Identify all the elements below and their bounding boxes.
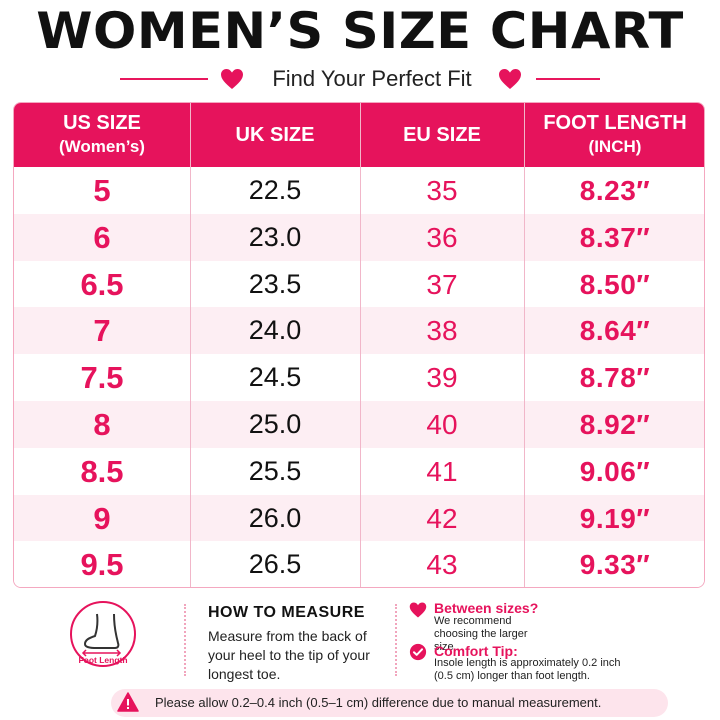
table-row: 6.5 23.5 37 8.50″	[14, 260, 704, 308]
dotted-divider	[395, 604, 397, 676]
heart-icon	[409, 602, 427, 618]
cell-ft: 8.64″	[579, 315, 651, 347]
table-row: 8.5 25.5 41 9.06″	[14, 447, 704, 495]
cell-us: 8	[93, 407, 111, 442]
header-us-sublabel: (Women’s)	[59, 137, 145, 156]
header-eu-size: EU SIZE	[360, 103, 524, 167]
warning-icon	[117, 692, 139, 712]
header-eu-label: EU SIZE	[403, 124, 481, 146]
column-divider	[360, 103, 361, 587]
cell-us: 7	[93, 313, 111, 349]
cell-ft: 8.92″	[579, 409, 651, 440]
cell-uk: 22.5	[248, 175, 302, 205]
foot-icon: Foot Length	[70, 601, 136, 667]
column-divider	[524, 103, 525, 587]
tip-title-between-sizes: Between sizes?	[434, 600, 539, 616]
cell-us: 5	[93, 173, 111, 208]
cell-ft: 8.37″	[579, 221, 651, 253]
table-row: 7.5 24.5 39 8.78″	[14, 354, 704, 402]
cell-eu: 37	[426, 268, 458, 300]
tip-text-comfort: Insole length is approximately 0.2 inch …	[434, 657, 621, 682]
cell-uk: 24.5	[248, 362, 302, 393]
page-title: WOMEN’S SIZE CHART	[36, 2, 684, 60]
subtitle: Find Your Perfect Fit	[272, 66, 472, 91]
table-row: 7 24.0 38 8.64″	[14, 307, 704, 355]
cell-ft: 8.23″	[579, 175, 651, 206]
divider-line-right	[536, 78, 600, 80]
header-us-size: US SIZE (Women’s)	[14, 103, 190, 167]
cell-us: 6	[93, 219, 111, 255]
cell-us: 6.5	[80, 266, 124, 302]
size-table: US SIZE (Women’s) UK SIZE EU SIZE FOOT L…	[13, 102, 705, 588]
cell-uk: 23.5	[248, 268, 302, 299]
table-row: 5 22.5 35 8.23″	[14, 167, 704, 214]
cell-uk: 24.0	[248, 315, 302, 346]
heart-icon	[499, 69, 521, 89]
cell-uk: 25.5	[248, 455, 302, 486]
dotted-divider	[184, 604, 186, 676]
header-ft-sublabel: (INCH)	[588, 137, 642, 156]
cell-eu: 36	[426, 221, 458, 253]
divider-line-left	[120, 78, 208, 80]
cell-eu: 39	[426, 362, 458, 394]
table-row: 9 26.0 42 9.19″	[14, 494, 704, 542]
cell-ft: 8.50″	[579, 268, 651, 300]
table-row: 8 25.0 40 8.92″	[14, 401, 704, 448]
cell-us: 9.5	[80, 547, 124, 583]
cell-us: 9	[93, 500, 111, 536]
header-foot-length: FOOT LENGTH (INCH)	[524, 103, 704, 167]
cell-eu: 40	[426, 409, 458, 440]
table-row: 9.5 26.5 43 9.33″	[14, 541, 704, 587]
header-uk-size: UK SIZE	[190, 103, 360, 167]
cell-eu: 35	[426, 175, 458, 206]
cell-eu: 41	[426, 455, 458, 487]
cell-ft: 9.33″	[579, 549, 651, 581]
cell-ft: 8.78″	[579, 362, 651, 394]
cell-uk: 23.0	[248, 221, 302, 252]
notice-text: Please allow 0.2–0.4 inch (0.5–1 cm) dif…	[155, 695, 602, 710]
table-header: US SIZE (Women’s) UK SIZE EU SIZE FOOT L…	[14, 103, 704, 167]
cell-eu: 43	[426, 549, 458, 581]
cell-uk: 26.0	[248, 502, 302, 533]
how-to-measure-title: HOW TO MEASURE	[208, 604, 365, 621]
measurement-notice: Please allow 0.2–0.4 inch (0.5–1 cm) dif…	[111, 689, 668, 717]
tip-title-comfort: Comfort Tip:	[434, 643, 518, 659]
tip-text-between-sizes: We recommend choosing the larger size.	[434, 615, 528, 653]
cell-us: 8.5	[80, 453, 124, 489]
cell-eu: 38	[426, 315, 458, 347]
cell-ft: 9.19″	[579, 502, 651, 534]
how-to-measure-text: Measure from the back of your heel to th…	[208, 628, 370, 682]
column-divider	[190, 103, 191, 587]
header-ft-label: FOOT LENGTH	[543, 112, 687, 134]
foot-length-label: Foot Length	[78, 655, 127, 665]
subtitle-row: Find Your Perfect Fit	[0, 64, 720, 94]
header-us-label: US SIZE	[63, 112, 141, 134]
cell-uk: 25.0	[248, 409, 302, 439]
cell-ft: 9.06″	[579, 455, 651, 487]
cell-us: 7.5	[80, 360, 124, 396]
cell-uk: 26.5	[248, 549, 302, 580]
cell-eu: 42	[426, 502, 458, 534]
check-circle-icon	[409, 643, 427, 661]
heart-icon	[221, 69, 243, 89]
table-row: 6 23.0 36 8.37″	[14, 213, 704, 261]
header-uk-label: UK SIZE	[235, 124, 315, 146]
